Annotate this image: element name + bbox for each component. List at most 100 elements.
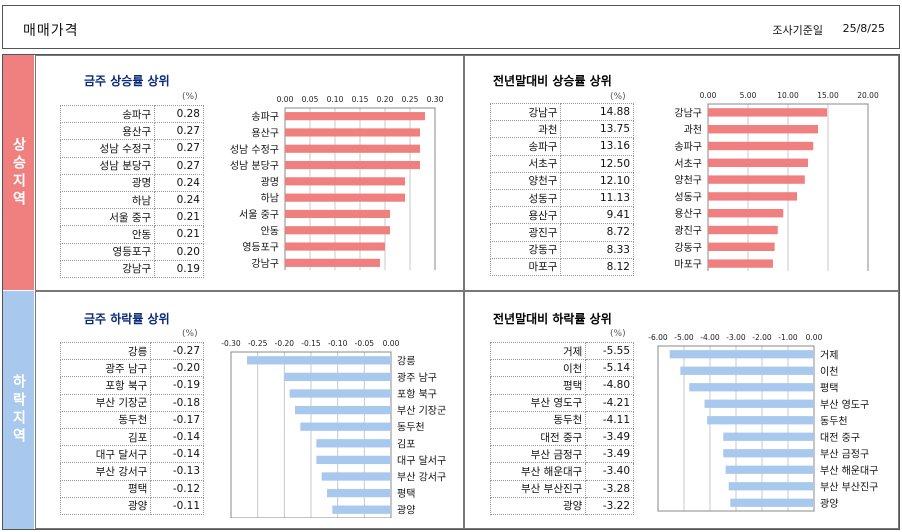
bar — [708, 242, 775, 251]
bar-chart-ytd-rise: 0.00 5.00 10.00 15.00 20.00 강남구과천송파구서초구양천구성동구… — [674, 91, 879, 271]
category-label: 대구 달서구 — [397, 455, 446, 467]
rate-value: -4.80 — [585, 376, 634, 395]
table-row: 강동구 8.33 — [489, 241, 634, 259]
category-label: 강동구 — [674, 242, 702, 254]
rate-value: 0.24 — [154, 174, 204, 192]
rank-table-weekly-rise: 송파구 0.28 용산구 0.27 성남 수정구 0.27 성남 분당구 0.27 광명 0.24… — [59, 104, 204, 278]
rate-value: -3.28 — [585, 480, 634, 498]
tick-label: 0.25 — [402, 95, 419, 104]
category-label: 성남 분당구 — [230, 160, 279, 172]
rate-value: 0.27 — [154, 157, 204, 175]
category-label: 강남구 — [251, 258, 279, 270]
page-title: 매매가격 — [23, 23, 79, 39]
category-label: 거제 — [820, 349, 838, 361]
table-row: 거제 -5.55 — [489, 341, 634, 361]
region-name: 부산 부산진구 — [489, 480, 587, 498]
bar — [708, 108, 828, 117]
category-label: 강릉 — [397, 355, 415, 367]
table-row: 광진구 8.72 — [489, 223, 634, 242]
table-row: 용산구 9.41 — [489, 206, 634, 225]
table-row: 양천구 12.10 — [489, 172, 634, 190]
panel-title-weekly-rise: 금주 상승률 상위 — [84, 74, 170, 88]
tick-label: 20.00 — [857, 91, 879, 100]
rate-value: 0.20 — [154, 243, 204, 261]
table-row: 대전 중구 -3.49 — [489, 428, 634, 447]
region-name: 용산구 — [59, 122, 156, 141]
category-label: 포항 북구 — [397, 389, 437, 401]
side-label-rise: 상승지역 — [3, 55, 34, 290]
rate-value: -3.49 — [585, 445, 634, 464]
tick-label: 10.00 — [777, 91, 799, 100]
table-row: 대구 달서구 -0.14 — [59, 445, 204, 464]
rate-value: -5.14 — [585, 359, 634, 378]
bar — [285, 144, 420, 153]
rate-value: 14.88 — [560, 102, 634, 122]
region-name: 광명 — [59, 174, 156, 192]
category-label: 송파구 — [251, 111, 279, 123]
region-name: 광양 — [489, 497, 587, 515]
table-row: 부산 기장군 -0.18 — [59, 394, 204, 412]
region-name: 안동 — [59, 225, 156, 244]
region-name: 부산 강서구 — [59, 462, 152, 481]
region-name: 이천 — [489, 359, 587, 378]
category-label: 성동구 — [674, 191, 702, 203]
category-label: 광주 남구 — [397, 372, 437, 384]
tick-label: -2.00 — [752, 334, 772, 342]
bar — [680, 366, 814, 375]
bar — [730, 498, 814, 507]
table-row: 강남구 0.19 — [59, 260, 204, 278]
table-row: 송파구 13.16 — [489, 137, 634, 156]
table-row: 과천 13.75 — [489, 120, 634, 139]
region-name: 평택 — [59, 480, 152, 498]
bar — [285, 258, 380, 267]
rate-value: 12.10 — [560, 172, 634, 190]
bar — [327, 488, 391, 498]
table-row: 부산 해운대구 -3.40 — [489, 462, 634, 481]
category-label: 과천 — [684, 124, 702, 136]
bar — [689, 383, 814, 392]
bar — [285, 112, 425, 121]
region-name: 동두천 — [489, 411, 587, 429]
tick-label: 0.15 — [352, 95, 369, 104]
rate-value: -0.13 — [150, 462, 204, 481]
tick-label: -0.30 — [221, 339, 241, 348]
table-row: 강릉 -0.27 — [59, 341, 204, 361]
bar — [708, 141, 814, 151]
rate-value: -3.40 — [585, 462, 634, 481]
tick-label: 0.00 — [277, 95, 294, 104]
region-name: 성남 수정구 — [59, 139, 156, 158]
category-label: 부산 해운대구 — [820, 464, 878, 477]
rate-value: 0.27 — [154, 122, 204, 141]
table-row: 성남 수정구 0.27 — [59, 139, 204, 158]
bar — [708, 192, 798, 201]
region-name: 과천 — [489, 120, 562, 139]
table-row: 평택 -4.80 — [489, 376, 634, 395]
table-row: 용산구 0.27 — [59, 122, 204, 141]
bar-chart-ytd-fall: -6.00 -5.00 -4.00 -3.00 -2.00 -1.00 0.00 거제이천평택… — [648, 334, 878, 512]
bar — [321, 472, 391, 481]
tick-label: 15.00 — [817, 91, 839, 100]
header-bar: 매매가격 조사기준일 25/8/25 — [2, 5, 900, 49]
bar — [723, 432, 814, 441]
category-label: 용산구 — [674, 208, 702, 220]
category-label: 평택 — [820, 382, 838, 394]
region-name: 서초구 — [489, 155, 562, 173]
bar — [708, 259, 773, 268]
category-label: 강남구 — [674, 107, 702, 119]
rate-value: -3.22 — [585, 497, 634, 515]
rate-value: -0.14 — [150, 428, 204, 447]
region-name: 대구 달서구 — [59, 445, 152, 464]
tick-label: 5.00 — [740, 91, 757, 100]
bar — [728, 482, 814, 491]
table-row: 광양 -0.11 — [59, 497, 204, 515]
region-name: 송파구 — [59, 104, 156, 124]
bar — [669, 350, 814, 359]
bar — [285, 242, 385, 251]
table-row: 부산 강서구 -0.13 — [59, 462, 204, 481]
rate-value: 0.28 — [154, 104, 204, 124]
unit-label: (%) — [182, 92, 198, 102]
plot-area — [707, 103, 869, 271]
tick-label: 0.00 — [383, 339, 400, 348]
tick-label: -0.25 — [248, 339, 268, 348]
